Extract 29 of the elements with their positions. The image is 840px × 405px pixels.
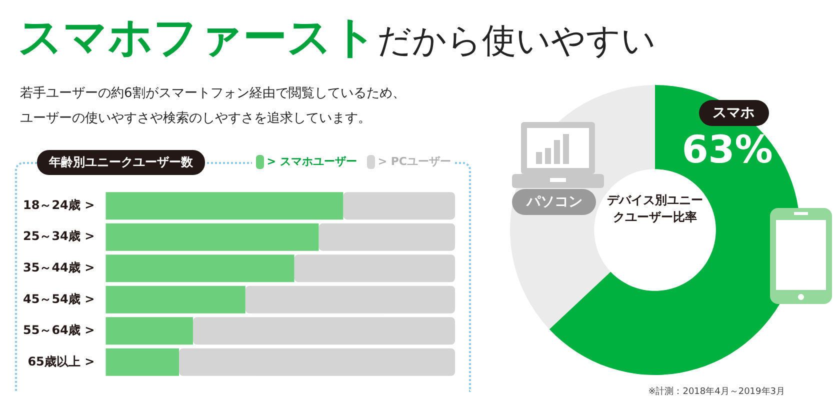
- text: ユーザーの使いやすさや検索のしやすさを追求しています。: [20, 110, 371, 127]
- slice-label: パソコン: [512, 189, 596, 216]
- data-label: 63%: [682, 128, 773, 172]
- text: デバイス別ユニークユーザー比率: [607, 192, 703, 226]
- bar: [179, 348, 455, 376]
- text: ※計測：2018年4月～2019年3月: [648, 386, 785, 398]
- y-tick-label: 65歳以上 >: [28, 354, 95, 368]
- y-tick-label: 55～64歳 >: [22, 323, 95, 338]
- bar: [245, 286, 455, 314]
- bar: [106, 286, 246, 314]
- bar: [106, 317, 193, 345]
- chart-title: 年齢別ユニークユーザー数: [37, 150, 205, 175]
- y-tick-label: 18～24歳 >: [22, 198, 95, 212]
- y-tick-label: 45～54歳 >: [22, 292, 95, 306]
- y-tick-label: 25～34歳 >: [22, 229, 95, 244]
- bar: [106, 348, 179, 376]
- text: 若手ユーザーの約6割がスマートフォン経由で閲覧しているため、: [20, 85, 406, 102]
- legend-label: > PCユーザー: [378, 155, 451, 168]
- y-tick-label: 35～44歳 >: [22, 260, 95, 274]
- bar: [192, 317, 455, 345]
- bar: [294, 254, 455, 282]
- legend-label: > スマホユーザー: [266, 155, 357, 168]
- bar: [106, 192, 344, 220]
- bar: [318, 223, 455, 251]
- bar: [343, 192, 455, 220]
- bar: [106, 254, 294, 282]
- bar: [106, 223, 319, 251]
- text: だから使いやすい: [377, 21, 656, 61]
- slice-label: スマホ: [698, 100, 769, 126]
